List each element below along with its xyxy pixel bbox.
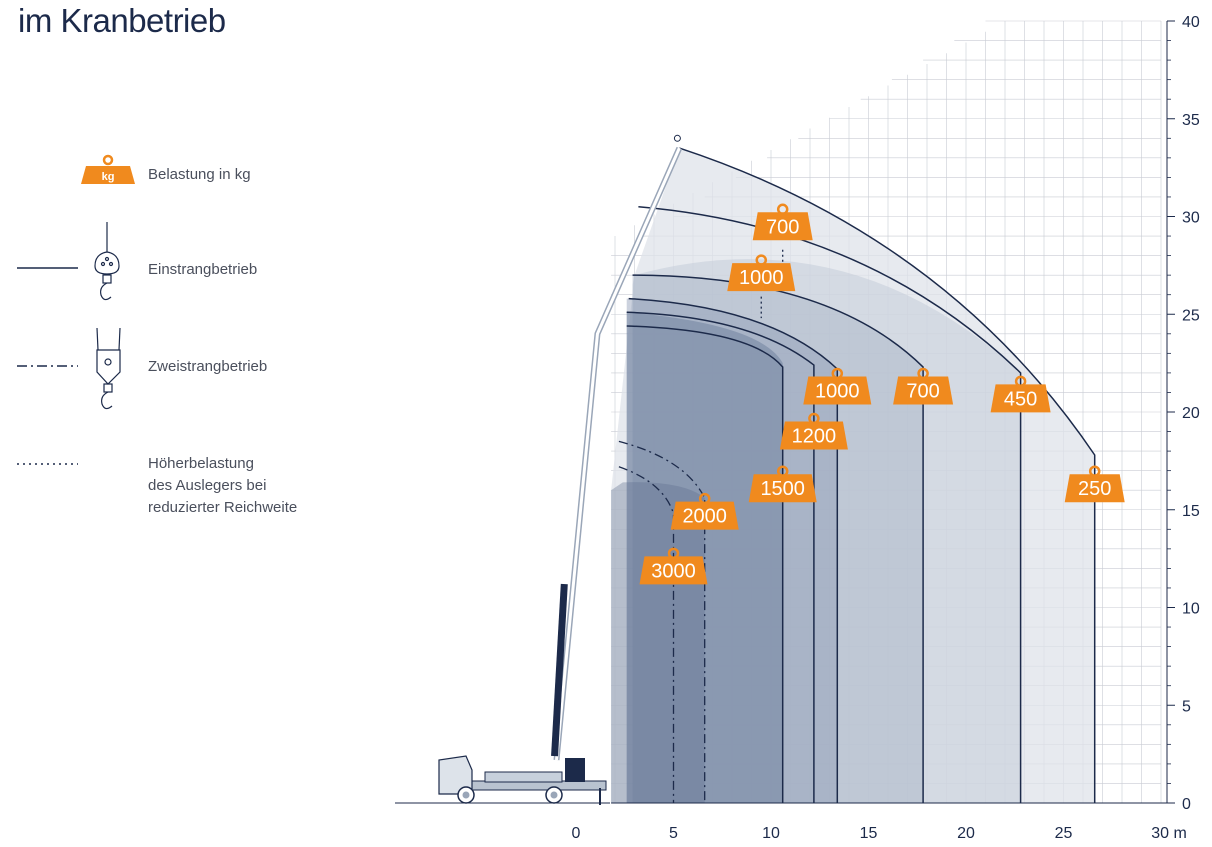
y-tick-label: 10 [1182,601,1200,618]
weight-value: 250 [1078,478,1111,500]
legend-increased-line1: Höherbelastung [148,455,254,472]
weight-body [639,556,708,585]
weight-body [752,212,813,241]
weight-label: 700 [893,367,954,405]
legend-load-label: Belastung in kg [148,166,251,183]
x-tick-label: 20 [957,825,975,842]
weight-value: 700 [906,380,939,402]
y-tick-label: 15 [1182,503,1200,520]
curve-1200 [626,311,815,803]
weight-label: 450 [990,375,1051,413]
weight-label: 700 [752,203,813,241]
weight-value: 700 [766,216,799,238]
weight-value: 2000 [682,506,727,528]
weight-body [803,376,872,405]
boom-base [551,583,568,757]
weight-body [779,421,848,450]
legend-double-label: Zweistrangbetrieb [148,358,268,375]
weight-body [727,263,796,292]
weight-value: 1000 [815,380,860,402]
legend-increased-line2: des Auslegers bei [148,477,267,494]
weight-value: 1000 [739,267,784,289]
truck-hub-1 [550,791,558,799]
weight-label: 1000 [727,254,796,292]
y-tick-label: 25 [1182,307,1200,324]
weight-body [748,474,817,503]
y-tick-label: 20 [1182,405,1200,422]
weight-label: 1200 [779,412,848,450]
page-title: im Kranbetrieb [18,2,226,39]
curve-700 [632,274,924,803]
x-tick-label: 5 [669,825,678,842]
y-tick-label: 35 [1182,112,1200,129]
load-zones [611,148,1095,803]
weight-label: 2000 [670,492,739,530]
single-hook-icon [94,222,120,301]
boom-tip [673,134,681,142]
zone-6 [611,482,705,803]
legend-graphics: kg [17,154,135,465]
weight-labels: 700 1000 1000 700 450 1200 1500 250 2000 3000 [639,203,1125,585]
x-tick-label: 0 [572,825,581,842]
weight-badge-label: kg [102,171,115,183]
load-curves [618,147,1096,803]
weight-value: 3000 [651,560,696,582]
y-tick-label: 0 [1182,796,1191,813]
x-tick-label: 10 [762,825,780,842]
weight-label: 250 [1064,465,1125,503]
legend-increased-line3: reduzierter Reichweite [148,499,298,516]
weight-badge-icon: kg [81,154,135,184]
crane-turret [565,758,585,782]
weight-body [990,384,1051,413]
weight-body [1064,474,1125,503]
weight-label: 1500 [748,465,817,503]
x-unit-tick-label: 30 m [1151,825,1187,842]
weight-value: 450 [1004,388,1037,410]
truck-hub-0 [462,791,470,799]
curve-3000 [618,466,675,803]
axes: 0 5 10 15 20 25 30 35 40 0 5 10 15 20 25 30 m [572,14,1200,842]
legend-increased-label: Höherbelastung des Auslegers bei reduzie… [148,453,297,519]
y-tick-label: 30 [1182,210,1200,227]
x-tick-label: 15 [860,825,878,842]
x-tick-label: 25 [1055,825,1073,842]
y-tick-label: 40 [1182,14,1200,31]
weight-value: 1200 [792,425,837,447]
boom-inner [555,147,681,761]
curve-450 [638,205,1022,803]
curve-2000 [618,440,706,803]
weight-label: 1000 [803,367,872,405]
double-hook-icon [96,327,121,410]
curve-1000 [628,297,839,803]
crane-truck-icon [395,134,683,805]
legend-single-label: Einstrangbetrieb [148,261,258,278]
weight-body [670,501,739,530]
curve-250 [679,147,1096,803]
truck-box [484,771,563,783]
curve-1500 [626,325,784,803]
weight-body [893,376,954,405]
y-tick-label: 5 [1182,698,1191,715]
weight-value: 1500 [760,478,805,500]
weight-label: 3000 [639,547,708,585]
